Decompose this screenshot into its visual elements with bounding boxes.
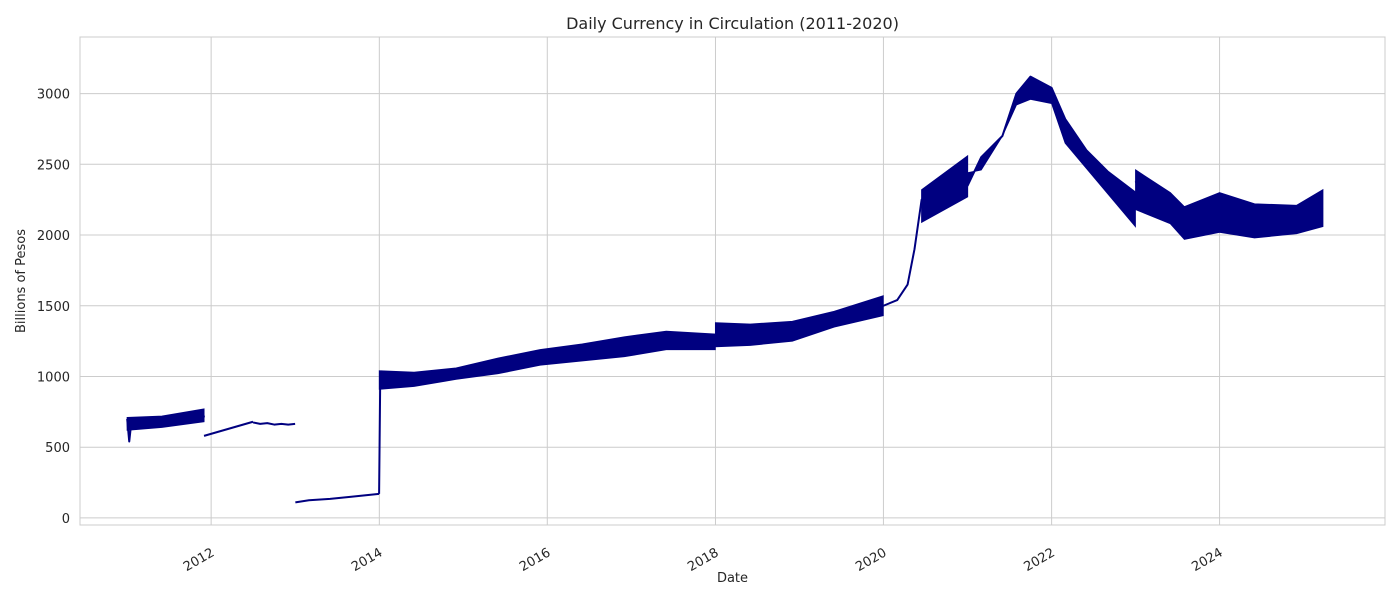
series-line-segment: [378, 338, 716, 494]
x-tick-label: 2020: [853, 545, 889, 575]
series-line-segment: [203, 420, 254, 437]
series-line-segment: [126, 409, 205, 443]
y-axis-title: Billions of Pesos: [14, 229, 29, 333]
plot-area: [126, 75, 1324, 504]
x-tick-label: 2016: [517, 545, 553, 575]
series-variance-band: [1135, 169, 1324, 240]
x-tick-label: 2024: [1189, 545, 1225, 575]
series-line-segment: [1134, 180, 1324, 227]
y-tick-label: 2000: [37, 229, 70, 244]
y-tick-label: 1500: [37, 300, 70, 315]
x-tick-label: 2022: [1021, 545, 1057, 575]
series-variance-band: [967, 75, 1136, 228]
y-tick-label: 1000: [37, 370, 70, 385]
y-tick-label: 500: [45, 441, 70, 456]
y-tick-label: 3000: [37, 88, 70, 103]
series-line-segment: [295, 492, 380, 504]
series-line-segment: [252, 421, 296, 426]
series-variance-band: [714, 295, 884, 348]
x-axis-title: Date: [717, 571, 748, 586]
y-tick-label: 2500: [37, 158, 70, 173]
x-tick-label: 2012: [181, 545, 217, 575]
series-variance-band: [378, 330, 716, 390]
plot-frame: [79, 36, 1386, 526]
chart-title: Daily Currency in Circulation (2011-2020…: [566, 14, 899, 33]
y-tick-label: 0: [62, 512, 70, 527]
x-tick-label: 2014: [349, 545, 385, 575]
grid: [80, 37, 1385, 525]
series-variance-band: [921, 154, 969, 224]
